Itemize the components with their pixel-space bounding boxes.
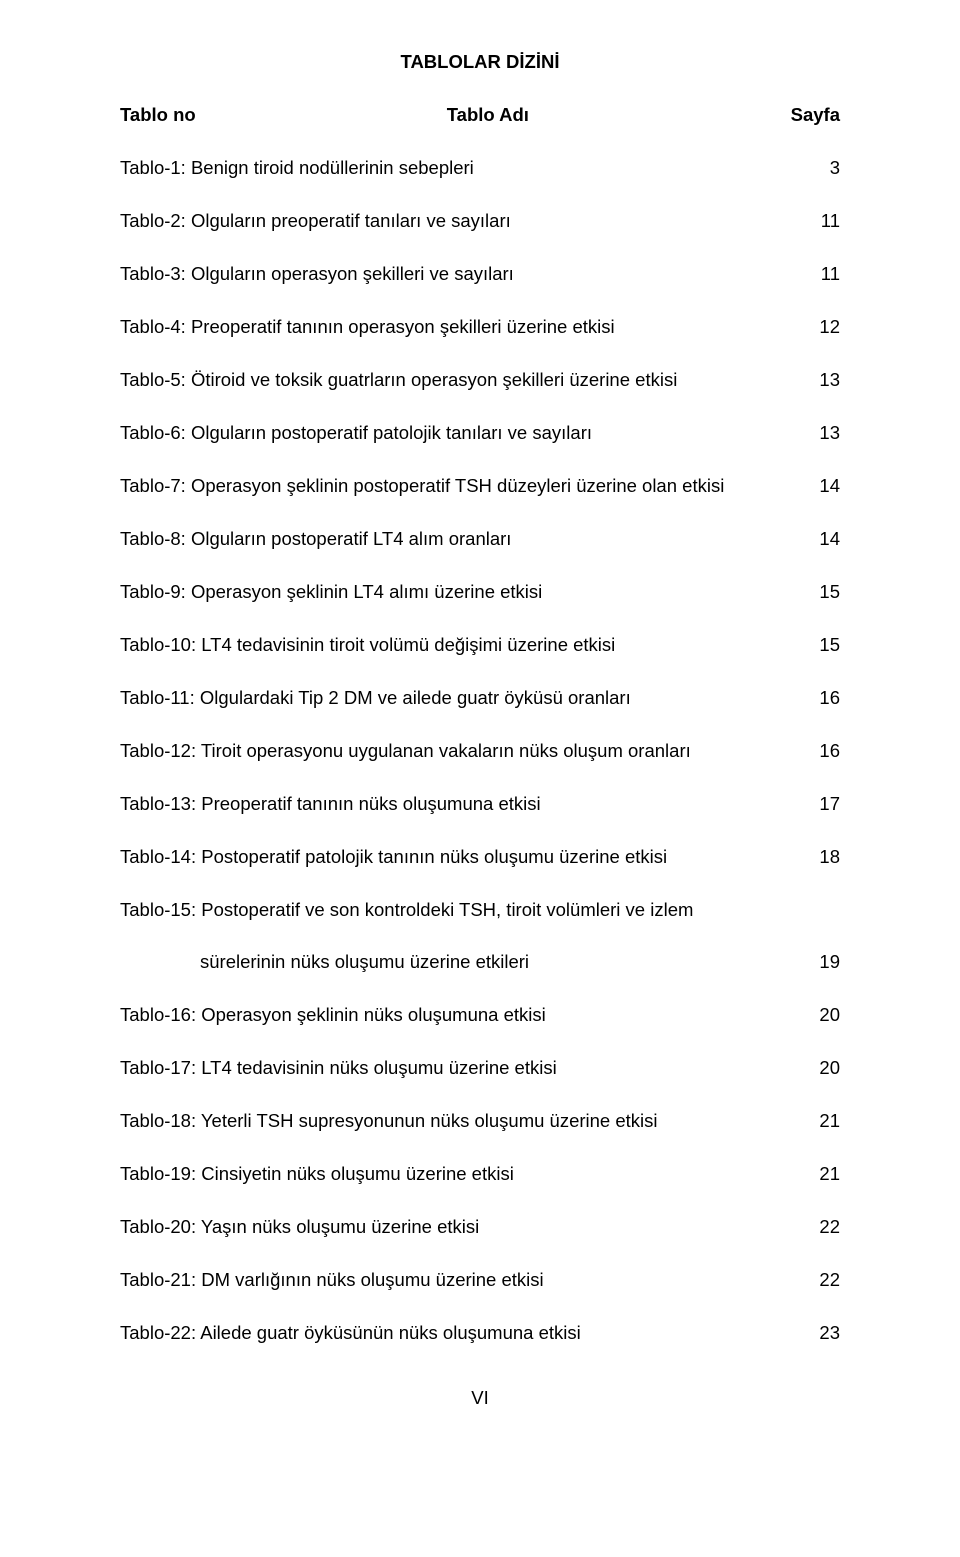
toc-entry: Tablo-8: Olguların postoperatif LT4 alım…: [120, 527, 840, 552]
toc-entry-label: Tablo-11: Olgulardaki Tip 2 DM ve ailede…: [120, 686, 800, 711]
toc-entry-page: 14: [800, 474, 840, 499]
toc-entry-label: Tablo-22: Ailede guatr öyküsünün nüks ol…: [120, 1321, 800, 1346]
toc-entry: Tablo-14: Postoperatif patolojik tanının…: [120, 845, 840, 870]
toc-entry: sürelerinin nüks oluşumu üzerine etkiler…: [120, 950, 840, 975]
toc-entry-page: 13: [800, 421, 840, 446]
toc-entry-page: 19: [800, 950, 840, 975]
toc-entry: Tablo-18: Yeterli TSH supresyonunun nüks…: [120, 1109, 840, 1134]
toc-entry: Tablo-16: Operasyon şeklinin nüks oluşum…: [120, 1003, 840, 1028]
toc-entry: Tablo-6: Olguların postoperatif patoloji…: [120, 421, 840, 446]
toc-entry: Tablo-13: Preoperatif tanının nüks oluşu…: [120, 792, 840, 817]
toc-entry-label: Tablo-15: Postoperatif ve son kontroldek…: [120, 898, 800, 923]
header-tablo-no: Tablo no: [120, 103, 196, 128]
toc-entry-label: Tablo-20: Yaşın nüks oluşumu üzerine etk…: [120, 1215, 800, 1240]
toc-entry-label: Tablo-1: Benign tiroid nodüllerinin sebe…: [120, 156, 800, 181]
toc-entry-label: Tablo-4: Preoperatif tanının operasyon ş…: [120, 315, 800, 340]
toc-entry-label: Tablo-6: Olguların postoperatif patoloji…: [120, 421, 800, 446]
toc-entry-label: Tablo-13: Preoperatif tanının nüks oluşu…: [120, 792, 800, 817]
toc-entry-label: Tablo-3: Olguların operasyon şekilleri v…: [120, 262, 800, 287]
toc-entry-label: Tablo-2: Olguların preoperatif tanıları …: [120, 209, 800, 234]
page-number-roman: VI: [120, 1386, 840, 1411]
toc-entry-page: 21: [800, 1162, 840, 1187]
toc-entry-label: Tablo-7: Operasyon şeklinin postoperatif…: [120, 474, 800, 499]
toc-entry-page: 20: [800, 1056, 840, 1081]
toc-entry: Tablo-12: Tiroit operasyonu uygulanan va…: [120, 739, 840, 764]
toc-entry-page: 21: [800, 1109, 840, 1134]
toc-entry: Tablo-11: Olgulardaki Tip 2 DM ve ailede…: [120, 686, 840, 711]
toc-entry-label: Tablo-14: Postoperatif patolojik tanının…: [120, 845, 800, 870]
toc-entry-label: Tablo-18: Yeterli TSH supresyonunun nüks…: [120, 1109, 800, 1134]
document-page: TABLOLAR DİZİNİ Tablo no Tablo Adı Sayfa…: [0, 0, 960, 1557]
toc-entry: Tablo-15: Postoperatif ve son kontroldek…: [120, 898, 840, 923]
toc-entry: Tablo-22: Ailede guatr öyküsünün nüks ol…: [120, 1321, 840, 1346]
toc-entry-page: 3: [800, 156, 840, 181]
toc-entry-page: 15: [800, 633, 840, 658]
toc-entry-page: 20: [800, 1003, 840, 1028]
toc-entry-page: 11: [800, 262, 840, 287]
toc-entry-page: 16: [800, 739, 840, 764]
toc-entry-page: 18: [800, 845, 840, 870]
toc-entry: Tablo-4: Preoperatif tanının operasyon ş…: [120, 315, 840, 340]
toc-entry-page: 23: [800, 1321, 840, 1346]
toc-entry-page: 22: [800, 1268, 840, 1293]
toc-body: Tablo-1: Benign tiroid nodüllerinin sebe…: [120, 156, 840, 1346]
toc-entry-label: Tablo-21: DM varlığının nüks oluşumu üze…: [120, 1268, 800, 1293]
toc-entry-page: 15: [800, 580, 840, 605]
toc-entry-label: Tablo-12: Tiroit operasyonu uygulanan va…: [120, 739, 800, 764]
toc-entry-label: Tablo-5: Ötiroid ve toksik guatrların op…: [120, 368, 800, 393]
toc-entry-label: Tablo-19: Cinsiyetin nüks oluşumu üzerin…: [120, 1162, 800, 1187]
toc-entry-label: sürelerinin nüks oluşumu üzerine etkiler…: [200, 950, 800, 975]
toc-entry-page: 11: [800, 209, 840, 234]
toc-entry-page: 17: [800, 792, 840, 817]
toc-entry-label: Tablo-8: Olguların postoperatif LT4 alım…: [120, 527, 800, 552]
toc-entry: Tablo-9: Operasyon şeklinin LT4 alımı üz…: [120, 580, 840, 605]
header-sayfa: Sayfa: [780, 103, 840, 128]
toc-entry-label: Tablo-16: Operasyon şeklinin nüks oluşum…: [120, 1003, 800, 1028]
toc-entry: Tablo-7: Operasyon şeklinin postoperatif…: [120, 474, 840, 499]
toc-entry: Tablo-17: LT4 tedavisinin nüks oluşumu ü…: [120, 1056, 840, 1081]
toc-entry-label: Tablo-9: Operasyon şeklinin LT4 alımı üz…: [120, 580, 800, 605]
toc-entry-label: Tablo-10: LT4 tedavisinin tiroit volümü …: [120, 633, 800, 658]
toc-entry-page: 16: [800, 686, 840, 711]
header-tablo-adi: Tablo Adı: [196, 103, 780, 128]
toc-entry: Tablo-21: DM varlığının nüks oluşumu üze…: [120, 1268, 840, 1293]
toc-entry-page: 14: [800, 527, 840, 552]
toc-entry-page: 22: [800, 1215, 840, 1240]
toc-entry: Tablo-10: LT4 tedavisinin tiroit volümü …: [120, 633, 840, 658]
toc-entry-label: Tablo-17: LT4 tedavisinin nüks oluşumu ü…: [120, 1056, 800, 1081]
toc-entry: Tablo-5: Ötiroid ve toksik guatrların op…: [120, 368, 840, 393]
toc-entry-page: 12: [800, 315, 840, 340]
toc-entry: Tablo-1: Benign tiroid nodüllerinin sebe…: [120, 156, 840, 181]
toc-entry: Tablo-19: Cinsiyetin nüks oluşumu üzerin…: [120, 1162, 840, 1187]
toc-entry: Tablo-2: Olguların preoperatif tanıları …: [120, 209, 840, 234]
toc-entry: Tablo-20: Yaşın nüks oluşumu üzerine etk…: [120, 1215, 840, 1240]
toc-entry-page: 13: [800, 368, 840, 393]
toc-entry: Tablo-3: Olguların operasyon şekilleri v…: [120, 262, 840, 287]
page-title: TABLOLAR DİZİNİ: [120, 50, 840, 75]
toc-header-row: Tablo no Tablo Adı Sayfa: [120, 103, 840, 128]
